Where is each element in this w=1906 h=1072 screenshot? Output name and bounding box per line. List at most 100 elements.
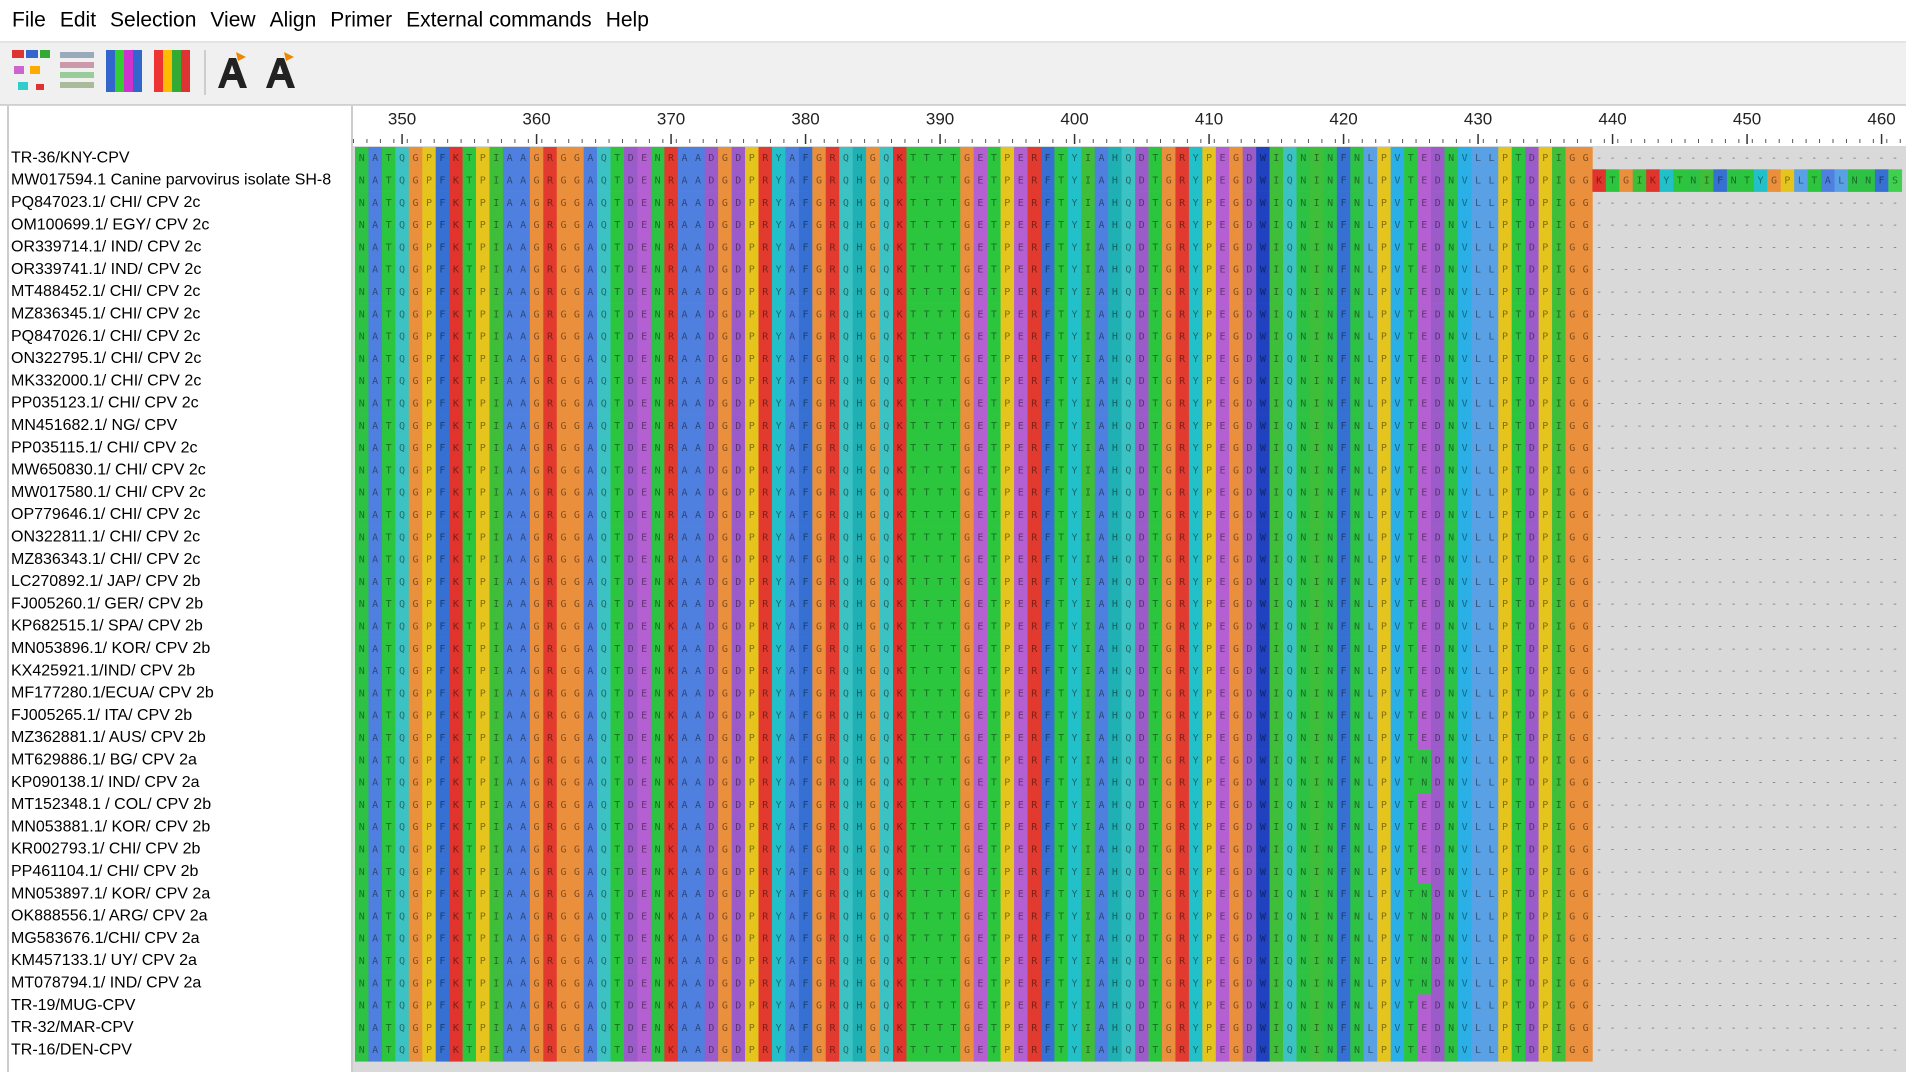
residue: T [1515, 644, 1521, 655]
sequence-name[interactable]: MN053896.1/ KOR/ CPV 2b [11, 640, 210, 657]
residue: D [708, 443, 714, 454]
sequence-name[interactable]: MK332000.1/ CHI/ CPV 2c [11, 372, 201, 389]
sequence-name[interactable]: ON322795.1/ CHI/ CPV 2c [11, 350, 201, 367]
residue: D [1529, 465, 1535, 476]
residue: - [1704, 465, 1710, 476]
toolbar-button[interactable] [12, 50, 50, 90]
sequence-name[interactable]: PQ847026.1/ CHI/ CPV 2c [11, 328, 200, 345]
residue: Q [601, 175, 607, 186]
sequence-name[interactable]: OM100699.1/ EGY/ CPV 2c [11, 216, 209, 233]
sequence-name[interactable]: MW650830.1/ CHI/ CPV 2c [11, 462, 206, 479]
residue-cell [718, 191, 732, 215]
residue: G [722, 242, 728, 253]
residue-cell [839, 147, 853, 170]
toolbar-button[interactable] [218, 52, 247, 88]
residue: Y [776, 198, 782, 209]
residue: P [480, 398, 486, 409]
residue: Y [1193, 332, 1199, 343]
residue: - [1690, 398, 1696, 409]
residue: - [1825, 332, 1831, 343]
toolbar-button[interactable] [106, 50, 142, 92]
sequence-name[interactable]: PP461104.1/ CHI/ CPV 2b [11, 863, 198, 880]
sequence-name[interactable]: OR339714.1/ IND/ CPV 2c [11, 239, 201, 256]
menu-item[interactable]: Help [606, 9, 649, 32]
toolbar-button[interactable] [154, 50, 190, 92]
residue: G [1166, 242, 1172, 253]
residue: Y [1072, 666, 1078, 677]
residue: - [1811, 465, 1817, 476]
sequence-name[interactable]: MT488452.1/ CHI/ CPV 2c [11, 283, 200, 300]
sequence-name[interactable]: PP035123.1/ CHI/ CPV 2c [11, 395, 199, 412]
residue: - [1610, 198, 1616, 209]
residue: Q [843, 555, 849, 566]
menu-item[interactable]: View [210, 9, 256, 32]
menu-item[interactable]: Primer [330, 9, 392, 32]
residue: - [1838, 287, 1844, 298]
residue: I [493, 220, 499, 231]
sequence-name[interactable]: OR339741.1/ IND/ CPV 2c [11, 261, 201, 278]
sequence-name[interactable]: FJ005260.1/ GER/ CPV 2b [11, 595, 203, 612]
residue: - [1852, 287, 1858, 298]
sequence-name[interactable]: KP682515.1/ SPA/ CPV 2b [11, 618, 203, 635]
residue: G [870, 421, 876, 432]
menu-item[interactable]: File [12, 9, 46, 32]
sequence-name[interactable]: TR-36/KNY-CPV [11, 149, 130, 166]
residue: - [1825, 532, 1831, 543]
residue: Y [1193, 242, 1199, 253]
toolbar-button[interactable] [266, 52, 295, 88]
menu-item[interactable]: Align [270, 9, 317, 32]
sequence-name[interactable]: MT152348.1 / COL/ CPV 2b [11, 796, 211, 813]
sequence-name[interactable]: MG583676.1/CHI/ CPV 2a [11, 930, 200, 947]
residue: P [749, 354, 755, 365]
sequence-name[interactable]: LC270892.1/ JAP/ CPV 2b [11, 573, 201, 590]
sequence-name[interactable]: KM457133.1/ UY/ CPV 2a [11, 952, 197, 969]
sequence-name[interactable]: OP779646.1/ CHI/ CPV 2c [11, 506, 200, 523]
residue: R [1179, 555, 1186, 566]
menu-item[interactable]: External commands [406, 9, 592, 32]
sequence-name[interactable]: ON322811.1/ CHI/ CPV 2c [11, 528, 200, 545]
residue: T [1152, 488, 1158, 499]
residue: G [534, 287, 540, 298]
sequence-name[interactable]: MZ362881.1/ AUS/ CPV 2b [11, 729, 206, 746]
residue: E [641, 577, 647, 588]
sequence-name[interactable]: KR002793.1/ CHI/ CPV 2b [11, 841, 201, 858]
sequence-name[interactable]: OK888556.1/ ARG/ CPV 2a [11, 908, 208, 925]
sequence-name[interactable]: MT078794.1/ IND/ CPV 2a [11, 974, 201, 991]
sequence-name[interactable]: PQ847023.1/ CHI/ CPV 2c [11, 194, 200, 211]
residue-cell [1552, 147, 1566, 170]
residue: - [1704, 488, 1710, 499]
residue: - [1663, 153, 1669, 164]
sequence-name[interactable]: MZ836343.1/ CHI/ CPV 2c [11, 551, 200, 568]
sequence-name[interactable]: MN451682.1/ NG/ CPV [11, 417, 178, 434]
sequence-name[interactable]: KP090138.1/ IND/ CPV 2a [11, 774, 200, 791]
sequence-name[interactable]: PP035115.1/ CHI/ CPV 2c [11, 439, 197, 456]
residue: A [789, 332, 795, 343]
sequence-name[interactable]: TR-19/MUG-CPV [11, 997, 136, 1014]
residue: F [1341, 220, 1347, 231]
sequence-name[interactable]: FJ005265.1/ ITA/ CPV 2b [11, 707, 192, 724]
menu-item[interactable]: Edit [60, 9, 96, 32]
sequence-name[interactable]: MZ836345.1/ CHI/ CPV 2c [11, 305, 200, 322]
sequence-name[interactable]: MN053881.1/ KOR/ CPV 2b [11, 818, 210, 835]
sequence-name[interactable]: MN053897.1/ KOR/ CPV 2a [11, 885, 210, 902]
residue: F [1045, 666, 1051, 677]
residue: D [1246, 242, 1252, 253]
sequence-name[interactable]: KX425921.1/IND/ CPV 2b [11, 662, 195, 679]
residue: G [413, 532, 419, 543]
sequence-name[interactable]: MW017594.1 Canine parvovirus isolate SH-… [11, 172, 331, 189]
menu-item[interactable]: Selection [110, 9, 196, 32]
residue: G [413, 242, 419, 253]
residue: T [466, 465, 472, 476]
sequence-name[interactable]: TR-16/DEN-CPV [11, 1041, 132, 1058]
residue: P [1381, 443, 1387, 454]
sequence-name[interactable]: MF177280.1/ECUA/ CPV 2b [11, 685, 214, 702]
residue: - [1838, 376, 1844, 387]
residue: E [977, 265, 983, 276]
sequence-name[interactable]: TR-32/MAR-CPV [11, 1019, 134, 1036]
sequence-name[interactable]: MW017580.1/ CHI/ CPV 2c [11, 484, 206, 501]
toolbar-button[interactable] [60, 52, 94, 88]
residue: L [1838, 175, 1844, 186]
residue: T [924, 220, 930, 231]
sequence-name[interactable]: MT629886.1/ BG/ CPV 2a [11, 751, 197, 768]
residue-cell [1659, 169, 1674, 192]
